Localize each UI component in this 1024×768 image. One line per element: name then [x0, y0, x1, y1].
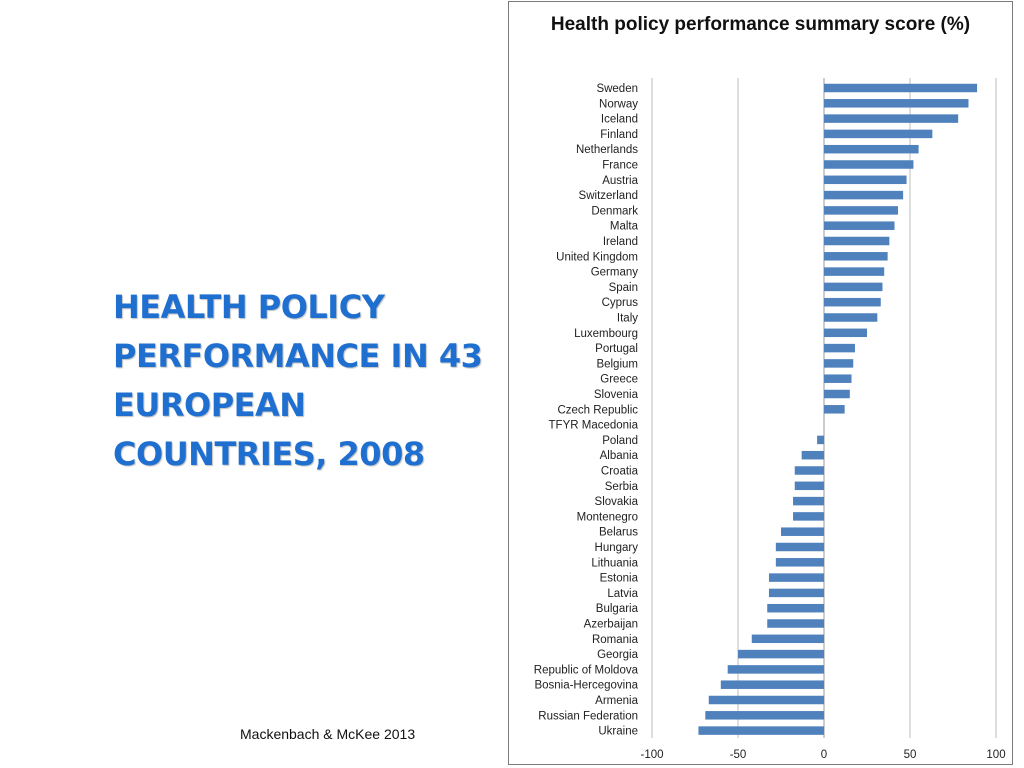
bar — [801, 450, 824, 460]
category-label: Denmark — [591, 205, 638, 217]
category-label: Spain — [609, 282, 638, 294]
category-label: Serbia — [605, 481, 639, 493]
bar — [824, 144, 919, 154]
bar — [824, 374, 852, 383]
bar — [727, 665, 824, 674]
bar-chart: Sweden Norway Iceland Finland Netherlands Fra… — [534, 78, 1006, 761]
x-tick-label: 50 — [904, 749, 917, 761]
category-label: Georgia — [597, 649, 639, 661]
category-label: Austria — [602, 175, 638, 187]
bar — [768, 588, 824, 598]
category-label: Slovakia — [595, 496, 639, 508]
category-label: Greece — [600, 374, 638, 386]
bar — [767, 603, 824, 613]
bar — [824, 252, 888, 261]
category-label: Hungary — [595, 542, 639, 554]
bar — [824, 343, 855, 353]
category-label: Republic of Moldova — [534, 664, 639, 676]
category-label: Germany — [591, 267, 639, 279]
bar — [824, 282, 883, 292]
bar — [794, 466, 824, 475]
bar — [824, 297, 881, 307]
bar — [751, 634, 824, 644]
category-label: Albania — [600, 450, 639, 462]
bar — [824, 405, 845, 414]
category-label: Malta — [610, 221, 639, 233]
x-tick-label: 0 — [821, 749, 827, 761]
x-tick-label: 100 — [986, 749, 1005, 761]
category-label: Italy — [617, 313, 638, 325]
category-label: Latvia — [607, 588, 638, 600]
bar — [793, 512, 824, 521]
bar — [767, 619, 824, 628]
bar — [775, 558, 824, 567]
category-label: Portugal — [595, 343, 638, 355]
bar — [793, 496, 824, 506]
category-label: Azerbaijan — [584, 619, 638, 631]
category-label: Switzerland — [579, 190, 638, 202]
category-label: Ireland — [603, 236, 638, 248]
category-label: Poland — [602, 435, 638, 447]
bar — [824, 99, 969, 108]
citation: Mackenbach & McKee 2013 — [240, 726, 416, 742]
bar — [824, 328, 867, 338]
category-label: Bosnia-Hercegovina — [534, 680, 638, 692]
bar — [817, 435, 824, 445]
category-label: Norway — [599, 98, 638, 110]
bar — [708, 695, 824, 705]
category-label: Luxembourg — [574, 328, 638, 340]
category-label: France — [602, 160, 638, 172]
bar — [824, 190, 904, 200]
category-label: Finland — [600, 129, 638, 141]
category-label: Romania — [592, 634, 639, 646]
bar — [824, 236, 890, 246]
category-label: Cyprus — [602, 297, 639, 309]
bar — [705, 711, 824, 720]
chart-title: Health policy performance summary score … — [550, 14, 971, 35]
category-label: United Kingdom — [556, 251, 638, 263]
category-label: Montenegro — [577, 511, 638, 523]
category-label: Ukraine — [598, 726, 638, 738]
category-label: TFYR Macedonia — [549, 420, 639, 432]
bar — [824, 206, 898, 215]
category-label: Croatia — [601, 466, 639, 478]
category-label: Estonia — [600, 573, 639, 585]
bar — [824, 389, 850, 399]
bar — [824, 114, 959, 123]
bar — [824, 221, 895, 230]
x-tick-label: -100 — [640, 749, 663, 761]
category-label: Armenia — [595, 695, 638, 707]
bar — [720, 680, 824, 689]
bar — [794, 481, 824, 491]
bar — [698, 726, 824, 735]
category-label: Bulgaria — [596, 603, 639, 615]
slide-title: HEALTH POLICY PERFORMANCE IN 43 EUROPEAN… — [113, 288, 483, 473]
category-label: Iceland — [601, 114, 638, 126]
x-tick-label: -50 — [730, 749, 747, 761]
bar — [824, 267, 885, 276]
category-label: Sweden — [596, 83, 638, 95]
chart-frame: Health policy performance summary score … — [508, 1, 1013, 765]
bar — [738, 649, 824, 659]
category-label: Lithuania — [591, 557, 638, 569]
bar — [824, 83, 978, 93]
category-label: Netherlands — [576, 144, 638, 156]
category-label: Slovenia — [594, 389, 639, 401]
category-label: Belgium — [596, 358, 638, 370]
category-label: Russian Federation — [538, 710, 638, 722]
bar — [768, 573, 824, 582]
category-label: Belarus — [599, 527, 638, 539]
category-label: Czech Republic — [557, 404, 638, 416]
bar — [824, 160, 914, 169]
bar — [824, 129, 933, 139]
bar — [775, 542, 824, 552]
bar — [824, 359, 854, 368]
bar — [781, 527, 824, 536]
bar — [824, 313, 878, 322]
bar — [824, 175, 907, 185]
